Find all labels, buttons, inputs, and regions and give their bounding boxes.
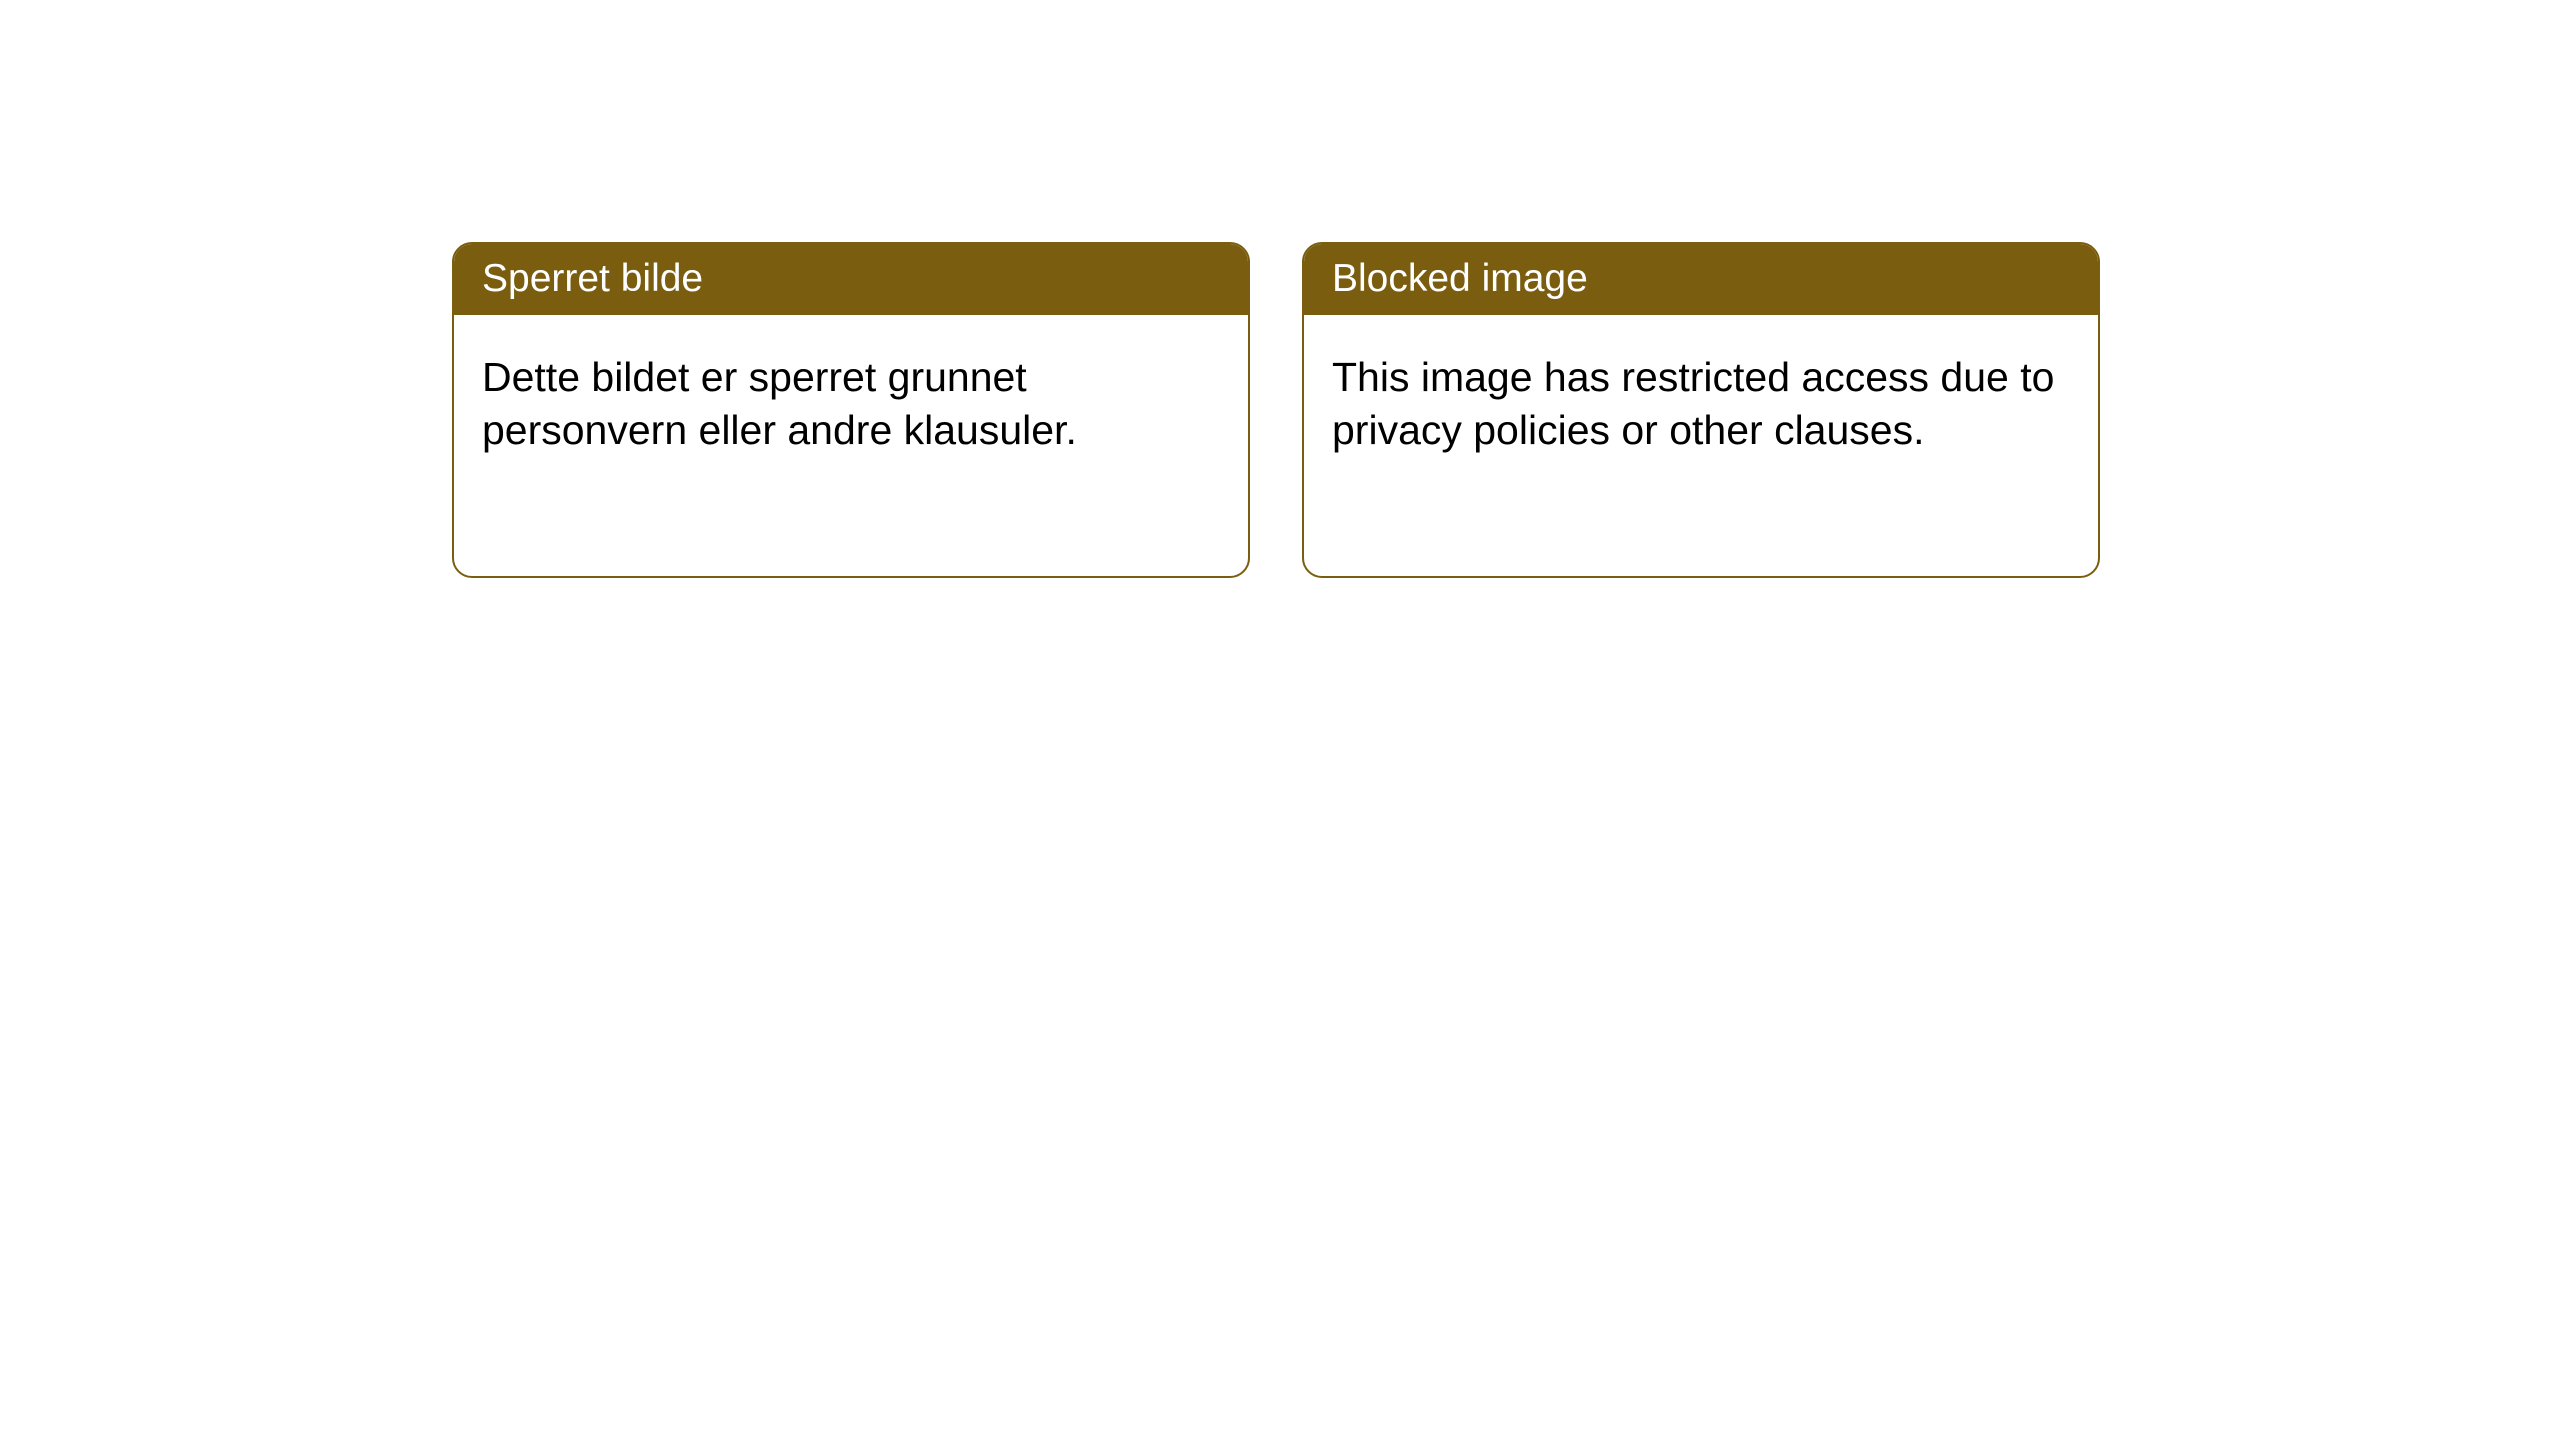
card-title: Sperret bilde	[482, 257, 703, 300]
card-body: Dette bildet er sperret grunnet personve…	[454, 315, 1248, 494]
card-body-text: This image has restricted access due to …	[1332, 354, 2054, 453]
card-body: This image has restricted access due to …	[1304, 315, 2098, 494]
notice-card-english: Blocked image This image has restricted …	[1302, 242, 2100, 578]
card-title: Blocked image	[1332, 257, 1588, 300]
card-body-text: Dette bildet er sperret grunnet personve…	[482, 354, 1077, 453]
notice-card-norwegian: Sperret bilde Dette bildet er sperret gr…	[452, 242, 1250, 578]
card-header: Blocked image	[1304, 244, 2098, 315]
notice-cards-row: Sperret bilde Dette bildet er sperret gr…	[452, 242, 2100, 578]
card-header: Sperret bilde	[454, 244, 1248, 315]
